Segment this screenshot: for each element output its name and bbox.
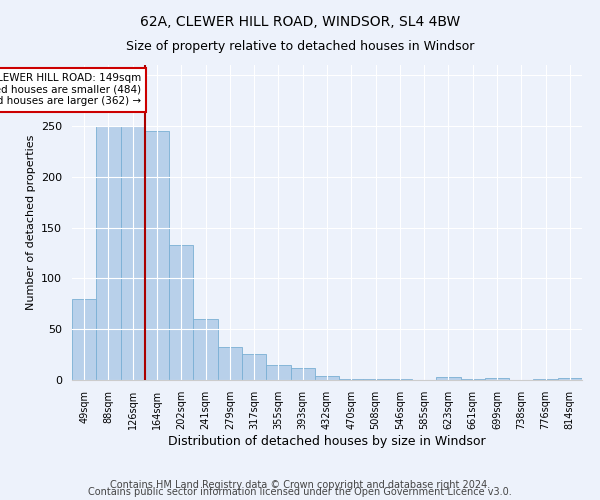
- Text: 62A CLEWER HILL ROAD: 149sqm
← 57% of detached houses are smaller (484)
43% of s: 62A CLEWER HILL ROAD: 149sqm ← 57% of de…: [0, 73, 141, 106]
- Bar: [72, 298, 96, 380]
- Bar: [121, 126, 145, 380]
- Bar: [436, 377, 461, 380]
- X-axis label: Distribution of detached houses by size in Windsor: Distribution of detached houses by size …: [168, 434, 486, 448]
- Text: Contains HM Land Registry data © Crown copyright and database right 2024.: Contains HM Land Registry data © Crown c…: [110, 480, 490, 490]
- Bar: [218, 348, 242, 380]
- Bar: [364, 379, 388, 380]
- Bar: [193, 319, 218, 380]
- Bar: [315, 376, 339, 380]
- Bar: [558, 378, 582, 380]
- Text: 62A, CLEWER HILL ROAD, WINDSOR, SL4 4BW: 62A, CLEWER HILL ROAD, WINDSOR, SL4 4BW: [140, 15, 460, 29]
- Bar: [266, 365, 290, 380]
- Bar: [169, 245, 193, 380]
- Bar: [461, 379, 485, 380]
- Bar: [145, 131, 169, 380]
- Bar: [388, 379, 412, 380]
- Bar: [533, 379, 558, 380]
- Bar: [96, 126, 121, 380]
- Text: Contains public sector information licensed under the Open Government Licence v3: Contains public sector information licen…: [88, 487, 512, 497]
- Bar: [339, 379, 364, 380]
- Y-axis label: Number of detached properties: Number of detached properties: [26, 135, 35, 310]
- Bar: [290, 368, 315, 380]
- Bar: [485, 378, 509, 380]
- Text: Size of property relative to detached houses in Windsor: Size of property relative to detached ho…: [126, 40, 474, 53]
- Bar: [242, 354, 266, 380]
